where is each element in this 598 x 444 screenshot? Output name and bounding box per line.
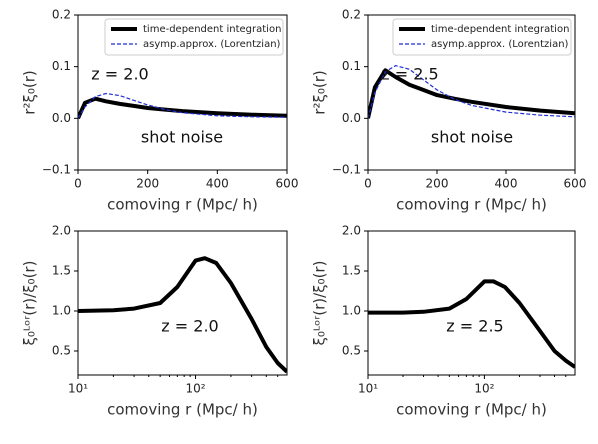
legend-box [392, 18, 572, 56]
x-tick-label: 0 [364, 177, 372, 191]
data-line [368, 65, 575, 119]
data-line [368, 68, 575, 119]
annotation: z = 2.5 [381, 65, 438, 84]
annotation: shot noise [141, 128, 223, 147]
y-tick-label: 0.2 [52, 8, 71, 22]
data-line [78, 92, 287, 119]
legend-box [104, 18, 284, 56]
annotation: z = 2.0 [91, 65, 148, 84]
y-tick-label: 0.5 [52, 344, 71, 358]
y-tick-label: −0.1 [332, 163, 361, 177]
x-tick-label: 10¹ [358, 382, 378, 396]
legend-label: asymp.approx. (Lorentzian) [143, 39, 281, 50]
x-tick-label: 10¹ [68, 382, 88, 396]
x-axis-label: comoving r (Mpc/ h) [107, 401, 258, 419]
y-tick-label: 1.0 [52, 304, 71, 318]
annotation: z = 2.0 [161, 317, 218, 336]
y-tick-label: 0.1 [342, 59, 361, 73]
axes-frame [77, 230, 288, 376]
legend-label: asymp.approx. (Lorentzian) [431, 39, 569, 50]
x-tick-label: 600 [564, 177, 587, 191]
x-tick-label: 600 [276, 177, 299, 191]
data-line [78, 96, 287, 120]
x-tick-label: 10² [185, 382, 205, 396]
y-tick-label: 0.0 [52, 111, 71, 125]
x-tick-label: 200 [426, 177, 449, 191]
x-axis-label: comoving r (Mpc/ h) [396, 196, 547, 214]
x-tick-label: 10² [474, 382, 494, 396]
legend-label: time-dependent integration [143, 24, 281, 35]
y-axis-label: ξ₀ᴸᵒʳ(r)/ξ₀(r) [311, 261, 329, 346]
y-tick-label: 1.5 [342, 264, 361, 278]
x-tick-label: 400 [206, 177, 229, 191]
y-axis-label: r²ξ₀(r) [311, 70, 329, 114]
y-tick-label: 1.5 [52, 264, 71, 278]
x-axis-label: comoving r (Mpc/ h) [396, 401, 547, 419]
y-tick-label: 0.2 [342, 8, 361, 22]
axes-frame [367, 230, 576, 376]
axes-frame [367, 14, 576, 171]
y-tick-label: 2.0 [342, 224, 361, 238]
y-tick-label: 0.0 [342, 111, 361, 125]
y-tick-label: −0.1 [42, 163, 71, 177]
x-tick-label: 200 [136, 177, 159, 191]
y-axis-label: r²ξ₀(r) [21, 70, 39, 114]
annotation: z = 2.5 [446, 317, 503, 336]
data-line [78, 256, 287, 374]
y-axis-label: ξ₀ᴸᵒʳ(r)/ξ₀(r) [21, 261, 39, 346]
y-tick-label: 1.0 [342, 304, 361, 318]
annotation: shot noise [431, 128, 513, 147]
axes-frame [77, 14, 288, 171]
y-tick-label: 0.1 [52, 59, 71, 73]
x-axis-label: comoving r (Mpc/ h) [107, 196, 258, 214]
x-tick-label: 0 [74, 177, 82, 191]
x-tick-label: 400 [495, 177, 518, 191]
y-tick-label: 0.5 [342, 344, 361, 358]
y-tick-label: 2.0 [52, 224, 71, 238]
legend-label: time-dependent integration [431, 24, 569, 35]
data-line [368, 279, 575, 369]
